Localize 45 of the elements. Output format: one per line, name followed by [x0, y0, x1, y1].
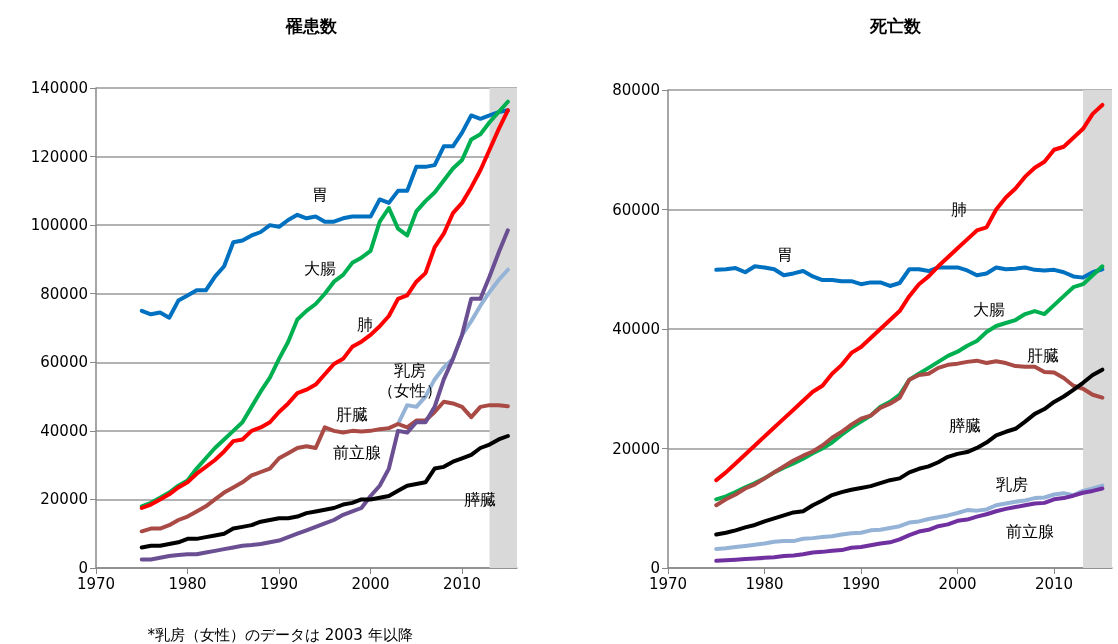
x-tick-label: 1970 — [648, 574, 688, 593]
y-tick-label: 60000 — [612, 200, 660, 219]
y-tick-label: 0 — [78, 559, 88, 577]
x-tick-label: 1990 — [841, 574, 881, 593]
y-tick-label: 40000 — [612, 320, 660, 338]
y-tick-label: 100000 — [30, 216, 88, 235]
series-label: 肺 — [357, 315, 374, 335]
y-tick-label: 140000 — [30, 79, 88, 97]
y-tick-label: 0 — [650, 559, 660, 577]
series-label: 大腸 — [972, 300, 1005, 320]
y-tick-label: 20000 — [40, 490, 88, 509]
series-label: 乳房（女性） — [378, 360, 443, 400]
series-label: 胃 — [777, 244, 794, 264]
x-tick-label: 1970 — [76, 574, 116, 593]
line-series — [714, 264, 1105, 288]
series-label: 胃 — [311, 185, 328, 205]
x-tick-label: 1980 — [745, 574, 784, 593]
x-tick-label: 2000 — [938, 574, 977, 593]
line-series — [139, 228, 510, 562]
y-tick-label: 80000 — [612, 81, 660, 99]
series-label: 前立腺 — [333, 442, 382, 462]
y-tick-label: 20000 — [612, 439, 660, 458]
series-label: 乳房 — [996, 474, 1029, 494]
chart-title: 罹患数 — [285, 15, 338, 36]
chart-title: 死亡数 — [868, 15, 922, 36]
line-series — [714, 367, 1105, 537]
series-label: 肝臓 — [1026, 345, 1059, 365]
y-tick-label: 80000 — [40, 284, 88, 303]
series-label: 肺 — [951, 199, 968, 219]
x-tick-label: 2010 — [442, 574, 482, 593]
text: *乳房（女性）のデータは 2003 年以降 — [147, 625, 413, 644]
x-tick-label: 1990 — [259, 574, 299, 593]
line-series — [139, 399, 510, 534]
series-label: 大腸 — [303, 258, 336, 278]
y-tick-label: 40000 — [40, 421, 88, 440]
series-label: 膵臓 — [949, 415, 982, 435]
y-tick-label: 60000 — [40, 353, 88, 372]
series-label: 前立腺 — [1006, 522, 1055, 542]
line-series — [139, 434, 510, 550]
x-tick-label: 1980 — [168, 574, 207, 593]
series-label: 膵臓 — [463, 490, 496, 510]
x-tick-label: 2010 — [1034, 574, 1074, 593]
x-tick-label: 2000 — [351, 574, 390, 593]
y-tick-label: 120000 — [30, 147, 88, 166]
series-label: 肝臓 — [335, 404, 368, 424]
